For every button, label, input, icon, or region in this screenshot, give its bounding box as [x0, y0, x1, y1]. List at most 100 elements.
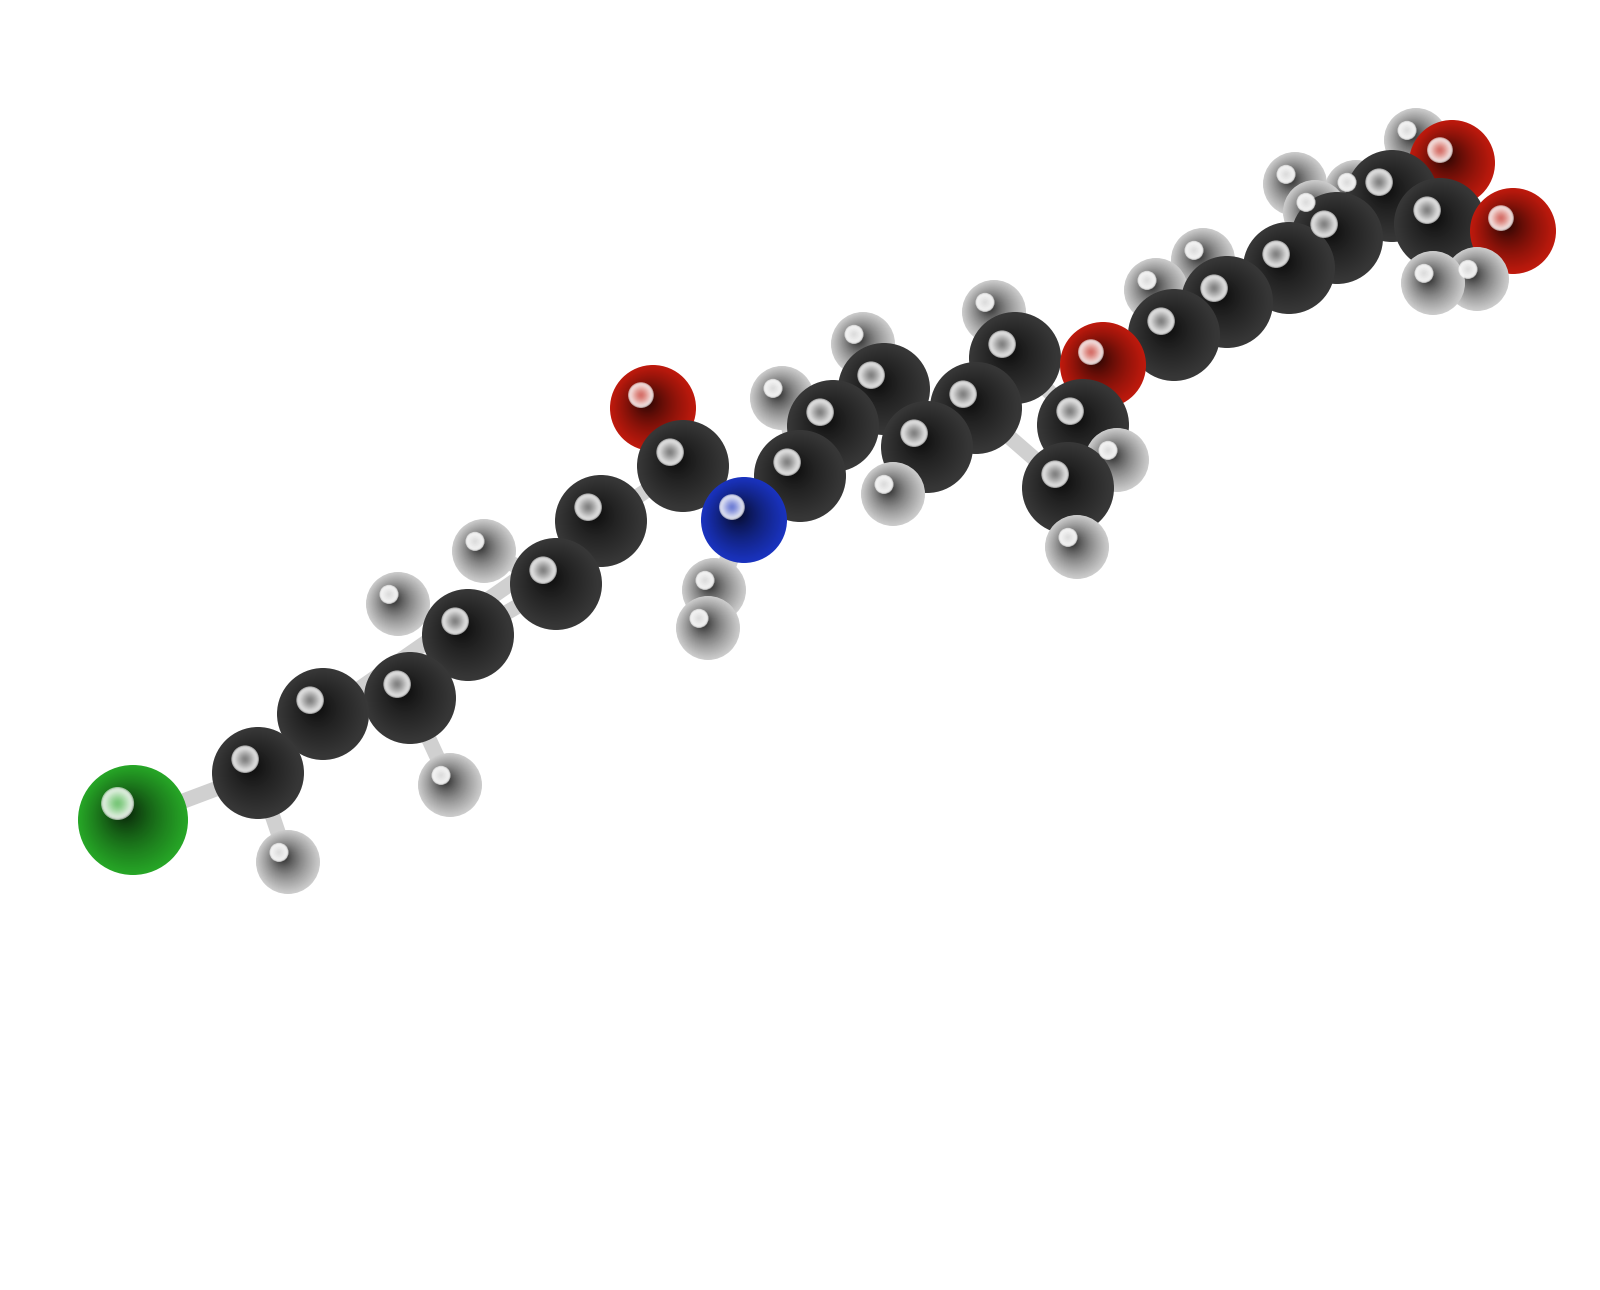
- Circle shape: [686, 562, 739, 615]
- Circle shape: [714, 490, 768, 544]
- Circle shape: [474, 541, 477, 543]
- Circle shape: [1293, 190, 1333, 230]
- Circle shape: [1022, 442, 1114, 534]
- Circle shape: [1091, 353, 1101, 362]
- Circle shape: [429, 596, 504, 672]
- Circle shape: [1134, 270, 1171, 306]
- Circle shape: [1272, 161, 1314, 203]
- Circle shape: [474, 542, 483, 551]
- Circle shape: [702, 578, 707, 583]
- Circle shape: [1474, 191, 1550, 268]
- Circle shape: [371, 659, 446, 734]
- Circle shape: [1411, 262, 1450, 299]
- Circle shape: [261, 835, 312, 886]
- Circle shape: [1498, 215, 1504, 221]
- Circle shape: [878, 479, 891, 490]
- Circle shape: [1478, 196, 1544, 263]
- Circle shape: [1280, 169, 1302, 191]
- Circle shape: [514, 542, 597, 624]
- Circle shape: [386, 673, 408, 695]
- Circle shape: [1277, 166, 1307, 196]
- Circle shape: [1147, 308, 1192, 352]
- Circle shape: [624, 378, 677, 432]
- Circle shape: [723, 501, 754, 530]
- Circle shape: [1064, 405, 1091, 433]
- Circle shape: [886, 406, 965, 485]
- Circle shape: [419, 753, 482, 817]
- Circle shape: [982, 326, 1040, 383]
- Circle shape: [1048, 468, 1077, 495]
- Circle shape: [1266, 243, 1286, 266]
- Circle shape: [864, 464, 922, 522]
- Circle shape: [701, 622, 702, 623]
- Circle shape: [1426, 209, 1442, 226]
- Circle shape: [691, 611, 718, 639]
- Circle shape: [1179, 236, 1222, 280]
- Circle shape: [1078, 341, 1120, 382]
- Circle shape: [378, 583, 414, 620]
- Circle shape: [1214, 290, 1224, 299]
- Circle shape: [394, 682, 413, 700]
- Circle shape: [690, 609, 707, 627]
- Circle shape: [464, 531, 498, 565]
- Circle shape: [664, 448, 690, 472]
- Circle shape: [472, 538, 478, 546]
- Circle shape: [445, 613, 480, 648]
- Circle shape: [1445, 246, 1509, 311]
- Circle shape: [1314, 214, 1350, 252]
- Circle shape: [696, 571, 714, 590]
- Circle shape: [438, 774, 451, 787]
- Circle shape: [1302, 204, 1366, 268]
- Circle shape: [371, 577, 422, 628]
- Circle shape: [1421, 271, 1437, 286]
- Circle shape: [685, 605, 728, 648]
- Circle shape: [387, 593, 390, 596]
- Circle shape: [443, 779, 445, 780]
- Circle shape: [1152, 312, 1186, 347]
- Circle shape: [1194, 250, 1203, 259]
- Circle shape: [1416, 264, 1432, 281]
- Circle shape: [112, 799, 139, 827]
- Circle shape: [1126, 261, 1186, 319]
- Circle shape: [1189, 246, 1198, 255]
- Circle shape: [762, 378, 797, 413]
- Circle shape: [451, 617, 459, 626]
- Circle shape: [1050, 468, 1061, 480]
- Circle shape: [998, 342, 1019, 362]
- Circle shape: [376, 663, 440, 728]
- Circle shape: [1102, 445, 1125, 467]
- Circle shape: [1061, 530, 1075, 544]
- Circle shape: [909, 428, 920, 439]
- Circle shape: [275, 849, 282, 855]
- Circle shape: [1422, 205, 1432, 215]
- Circle shape: [368, 655, 451, 739]
- Circle shape: [982, 299, 998, 316]
- Circle shape: [1262, 240, 1290, 268]
- Circle shape: [766, 382, 781, 396]
- Circle shape: [1421, 271, 1435, 286]
- Circle shape: [624, 379, 675, 431]
- Circle shape: [806, 400, 851, 444]
- Circle shape: [1435, 146, 1458, 169]
- Circle shape: [453, 620, 469, 636]
- Circle shape: [698, 618, 707, 628]
- Circle shape: [424, 591, 512, 679]
- Circle shape: [864, 466, 920, 521]
- Circle shape: [1398, 121, 1416, 139]
- Circle shape: [1099, 441, 1130, 472]
- Circle shape: [458, 624, 462, 630]
- Circle shape: [104, 789, 131, 818]
- Circle shape: [1280, 259, 1282, 261]
- Circle shape: [627, 383, 670, 426]
- Circle shape: [1357, 160, 1422, 227]
- Circle shape: [274, 849, 293, 868]
- Circle shape: [1504, 222, 1507, 226]
- Circle shape: [434, 768, 448, 783]
- Circle shape: [885, 485, 891, 491]
- Circle shape: [1498, 214, 1504, 222]
- Circle shape: [846, 351, 918, 423]
- Circle shape: [453, 619, 458, 623]
- Circle shape: [376, 583, 414, 620]
- Circle shape: [1290, 187, 1336, 233]
- Circle shape: [843, 348, 922, 427]
